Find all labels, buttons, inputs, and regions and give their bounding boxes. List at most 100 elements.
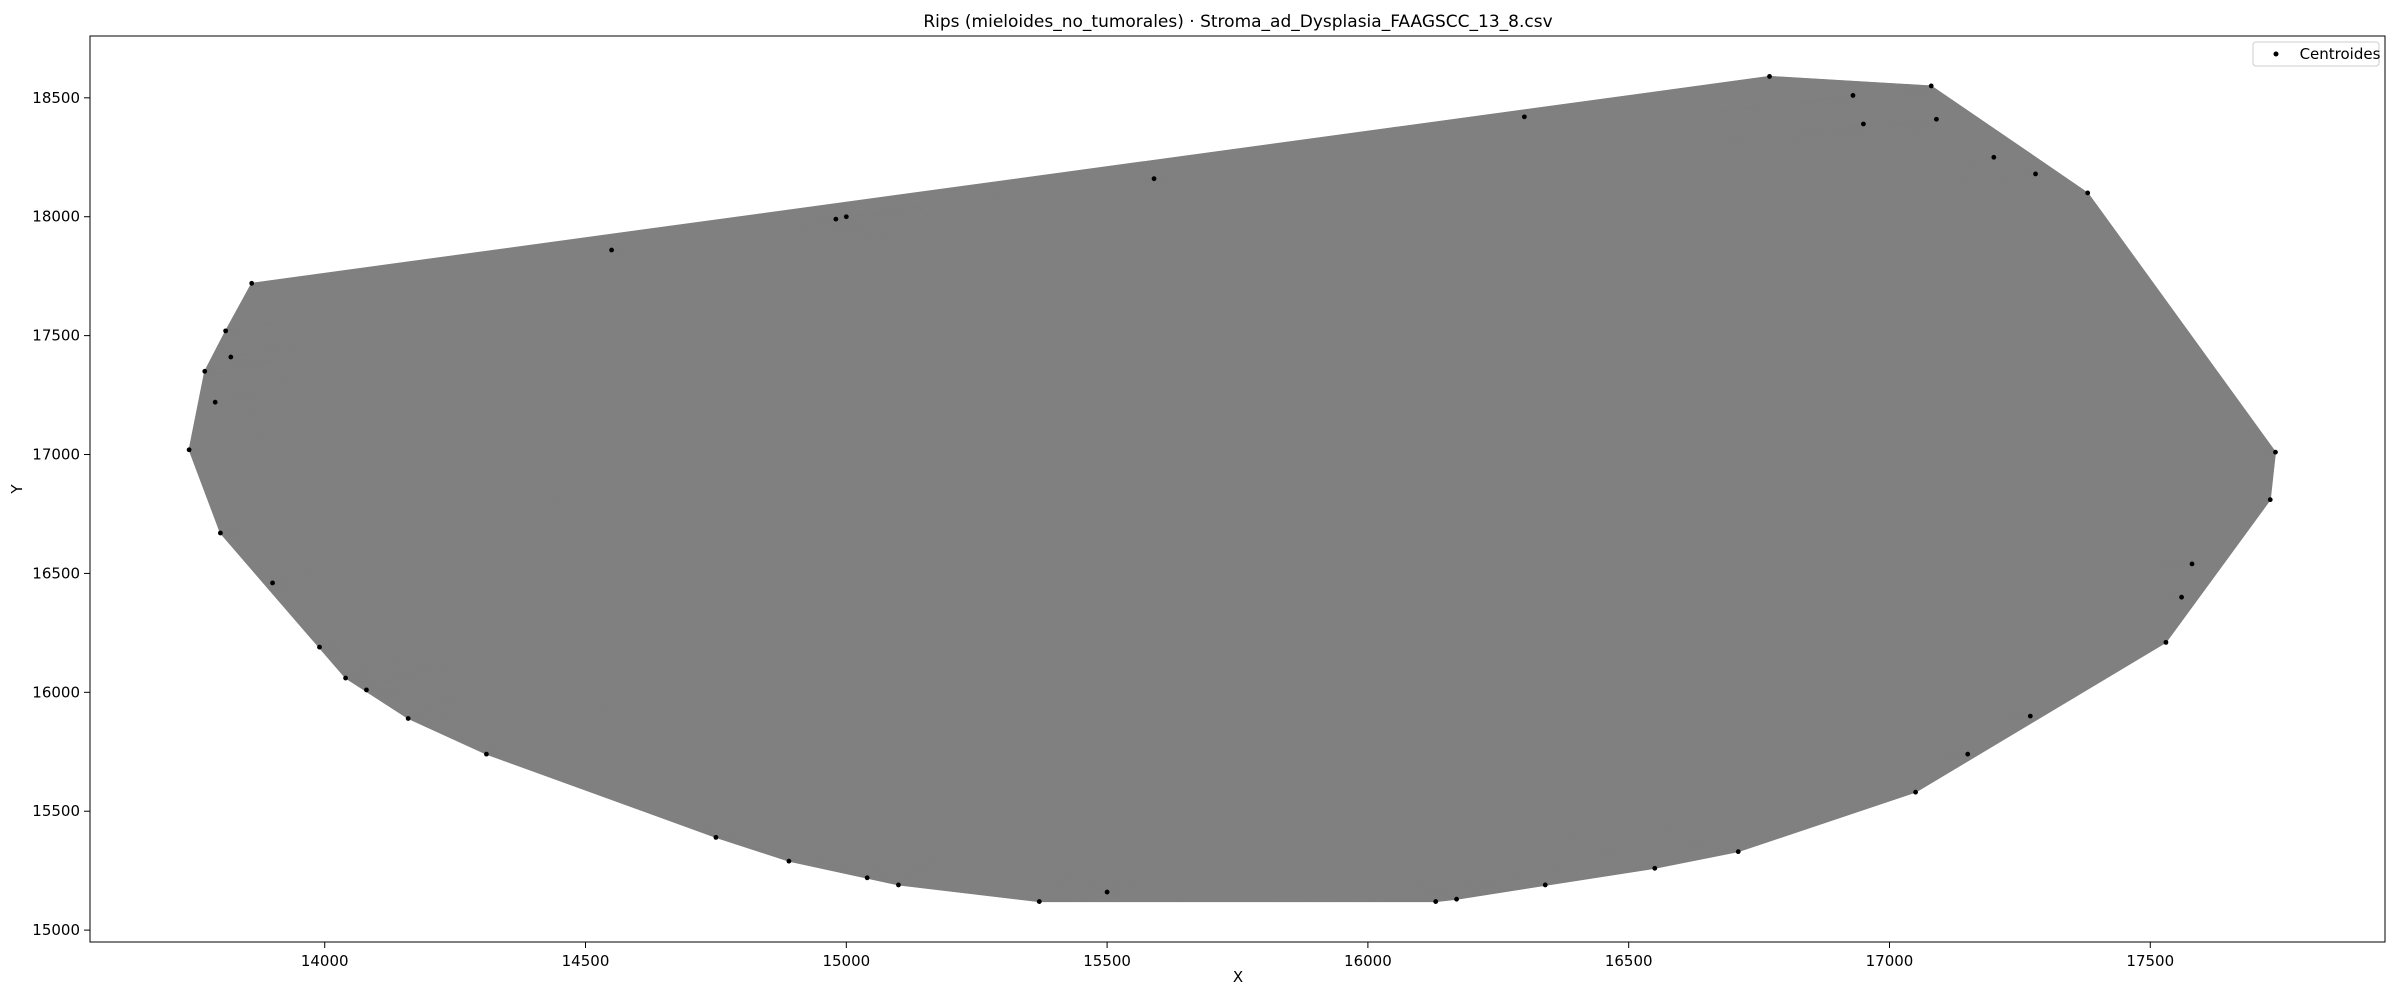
rips-edge	[225, 330, 2193, 565]
rips-edges	[188, 75, 2276, 903]
rips-edge	[1435, 157, 1995, 902]
rips-edge	[345, 451, 2276, 679]
y-tick-label: 16000	[32, 683, 80, 701]
rips-edge	[230, 76, 1770, 358]
rips-edge	[788, 95, 1854, 862]
rips-edge	[319, 218, 837, 648]
rips-edge	[846, 216, 2193, 565]
rips-edge	[835, 218, 2167, 643]
rips-edge	[715, 85, 1932, 838]
y-tick-label: 16500	[32, 564, 80, 582]
rips-edge	[1456, 499, 2271, 900]
rips-edge	[1769, 76, 1932, 87]
rips-edge	[788, 596, 2182, 862]
rips-edge	[204, 371, 346, 679]
rips-edge	[204, 371, 899, 886]
rips-edge	[1107, 642, 2167, 893]
rips-edge	[1456, 451, 2276, 900]
rips-edge	[866, 118, 1937, 879]
rips-edge	[189, 156, 1994, 451]
legend-box	[2252, 41, 2380, 67]
rips-edge	[272, 499, 2271, 584]
rips-edge	[366, 689, 2031, 717]
rips-edge	[272, 216, 847, 584]
rips-edge	[272, 582, 1655, 869]
rips-edge	[204, 116, 1525, 372]
rips-edge	[220, 532, 2031, 717]
rips-edge	[1993, 157, 2271, 500]
rips-edge	[1863, 123, 1969, 755]
rips-edge	[408, 718, 1655, 869]
rips-edge	[1107, 891, 1436, 902]
rips-edge	[1039, 85, 1932, 902]
rips-edge	[408, 718, 1916, 793]
y-axis-ticks: 15000 15500 16000 16500 17000 17500 18000 18500	[32, 89, 90, 939]
rips-edge	[846, 116, 1525, 218]
rips-edge	[486, 753, 1546, 886]
rips-edge	[251, 216, 847, 284]
rips-edge	[1993, 157, 2167, 643]
rips-edge	[230, 156, 1994, 358]
rips-edge	[835, 218, 2271, 500]
rips-edge	[1654, 715, 2031, 869]
rips-edge	[408, 718, 1040, 902]
rips-edge	[1153, 178, 2193, 565]
centroid-point	[1850, 93, 1856, 98]
rips-edge	[1931, 85, 2088, 194]
rips-edge	[272, 173, 2036, 584]
rips-edge	[215, 123, 1864, 403]
rips-edge	[408, 718, 487, 755]
rips-edge	[898, 85, 1932, 886]
rips-edge	[230, 356, 367, 691]
rips-edge	[486, 753, 899, 886]
rips-edge	[611, 118, 1937, 251]
rips-edge	[251, 283, 1040, 902]
rips-edge	[225, 330, 1968, 755]
rips-edge	[835, 218, 1968, 755]
rips-edge	[1936, 119, 2031, 717]
rips-edge	[1107, 715, 2031, 893]
rips-edge	[1106, 116, 1525, 893]
rips-edge	[230, 356, 1655, 869]
rips-edge	[1769, 76, 2167, 643]
rips-edge	[486, 563, 2193, 755]
rips-edge	[611, 249, 2193, 565]
rips-edge	[1106, 173, 2036, 893]
rips-edge	[1769, 76, 2182, 598]
rips-edge	[715, 116, 1525, 838]
rips-edge	[1545, 563, 2193, 886]
rips-edge	[1654, 563, 2193, 869]
rips-edge	[230, 356, 2271, 501]
rips-edge	[788, 157, 1994, 862]
rips-edge	[1738, 791, 1916, 852]
rips-edge	[272, 582, 1916, 793]
rips-edge	[867, 877, 1040, 902]
rips-edge	[215, 118, 1937, 403]
centroid-point	[2033, 171, 2038, 177]
rips-edge	[715, 192, 2088, 838]
rips-edge	[188, 449, 221, 534]
rips-edge	[319, 499, 2271, 648]
rips-edge	[366, 192, 2088, 691]
rips-edge	[230, 178, 1155, 358]
rips-edge	[846, 192, 2088, 218]
rips-edge	[715, 157, 1994, 838]
rips-edge	[272, 118, 1937, 584]
rips-edge	[486, 451, 2276, 755]
rips-edge	[230, 356, 717, 838]
rips-edge	[319, 646, 346, 679]
rips-edge	[788, 499, 2271, 862]
rips-edge	[204, 156, 1994, 372]
rips-edge	[230, 249, 612, 358]
rips-edge	[1456, 791, 1916, 900]
rips-edge	[408, 642, 2166, 719]
rips-edge	[1106, 178, 1155, 893]
rips-edge	[220, 85, 1932, 534]
rips-edge	[230, 85, 1932, 358]
rips-edge	[1654, 95, 1854, 869]
rips-edge	[1930, 85, 2276, 453]
x-axis-ticks: 14000 14500 15000 15500 16000 16500 17000 17500	[301, 942, 2174, 970]
rips-edge	[1153, 178, 2167, 643]
rips-edge	[225, 249, 612, 332]
rips-edge	[204, 370, 2166, 643]
